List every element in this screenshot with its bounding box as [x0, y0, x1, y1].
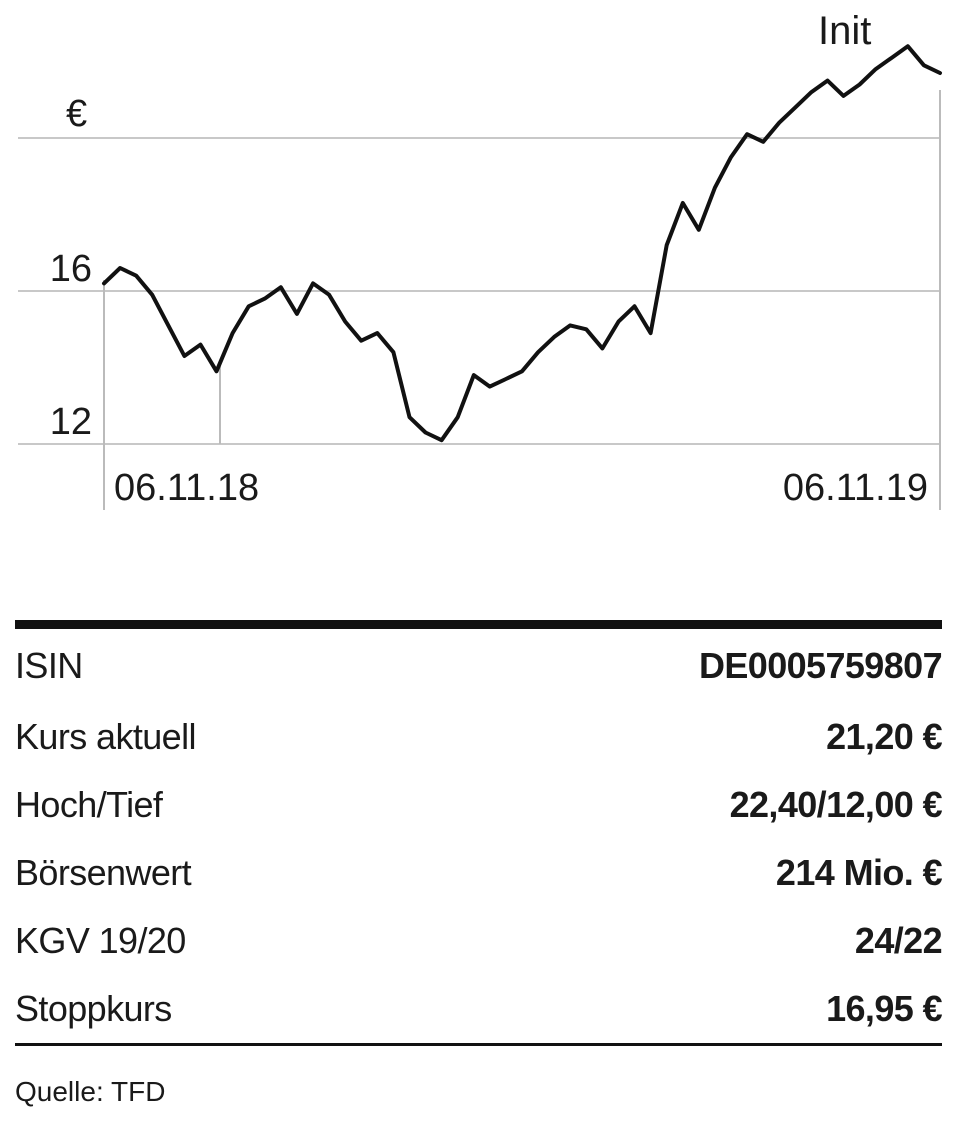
- stock-info-table: ISIN DE0005759807 Kurs aktuell 21,20 € H…: [15, 620, 943, 1046]
- row-value-kurs: 21,20 €: [826, 716, 943, 757]
- table-row: KGV 19/20 24/22: [15, 907, 943, 975]
- y-tick-labels: 12 16: [50, 248, 92, 443]
- row-value-kgv: 24/22: [854, 920, 943, 961]
- y-tick-label-16: 16: [50, 248, 92, 290]
- row-value-isin: DE0005759807: [698, 645, 943, 686]
- x-tick-label-end: 06.11.19: [783, 467, 928, 509]
- gridlines: [18, 137, 940, 445]
- row-value-hoch-tief: 22,40/12,00 €: [729, 784, 943, 825]
- y-axis-unit-label: €: [66, 93, 87, 135]
- price-series-line: [102, 44, 942, 443]
- x-tick-label-start: 06.11.18: [114, 467, 259, 509]
- table-row: ISIN DE0005759807: [15, 629, 943, 703]
- init-annotation: Init: [818, 9, 871, 53]
- price-chart: 12 16 € Init 06.11.18 06.11.19: [18, 9, 942, 510]
- row-label-boersenwert: Börsenwert: [15, 852, 192, 893]
- row-label-kgv: KGV 19/20: [15, 920, 186, 961]
- row-label-isin: ISIN: [15, 645, 83, 686]
- table-row: Börsenwert 214 Mio. €: [15, 839, 943, 907]
- row-value-boersenwert: 214 Mio. €: [775, 852, 943, 893]
- table-row: Kurs aktuell 21,20 €: [15, 703, 943, 771]
- source-note: Quelle: TFD: [15, 1076, 166, 1107]
- row-label-hoch-tief: Hoch/Tief: [15, 784, 163, 825]
- row-label-stoppkurs: Stoppkurs: [15, 988, 172, 1029]
- y-tick-label-12: 12: [50, 401, 92, 443]
- table-row: Stoppkurs 16,95 €: [15, 975, 943, 1043]
- table-row: Hoch/Tief 22,40/12,00 €: [15, 771, 943, 839]
- row-value-stoppkurs: 16,95 €: [826, 988, 943, 1029]
- row-label-kurs: Kurs aktuell: [15, 716, 196, 757]
